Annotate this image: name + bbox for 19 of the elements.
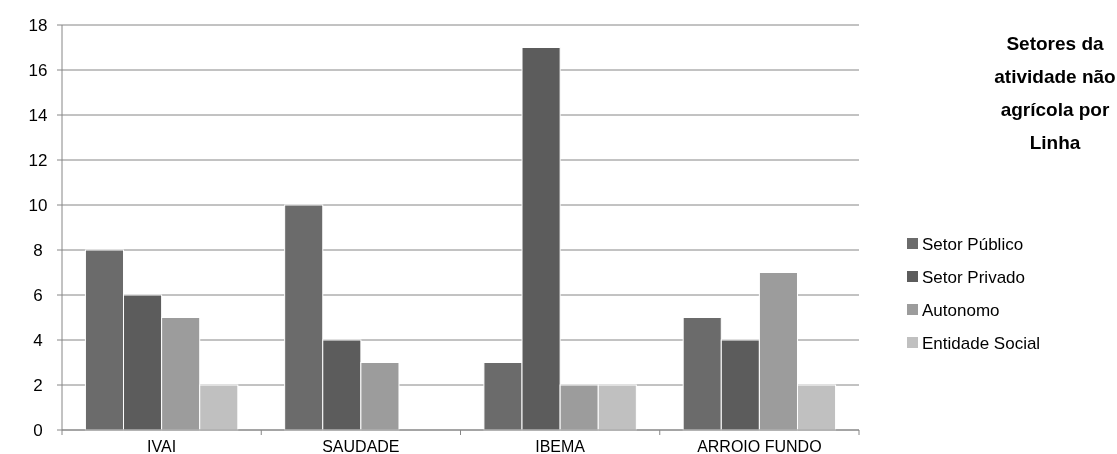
legend-label: Setor Público (922, 234, 1024, 254)
y-tick-label: 18 (28, 15, 48, 35)
legend-label: Setor Privado (922, 267, 1025, 287)
legend-label: Entidade Social (922, 333, 1041, 353)
y-tick-label: 12 (28, 150, 48, 170)
x-tick-label: SAUDADE (322, 438, 400, 454)
y-tick-label: 2 (33, 375, 43, 395)
legend-title: Setores da atividade não agrícola por Linha (994, 33, 1116, 153)
y-tick-label: 16 (28, 60, 48, 80)
y-tick-label: 8 (33, 240, 43, 260)
y-tick-label: 14 (28, 105, 48, 125)
x-tick-label: IVAI (147, 438, 177, 454)
y-tick-label: 6 (33, 285, 43, 305)
x-tick-label: ARROIO FUNDO (697, 438, 822, 454)
y-tick-label: 10 (28, 195, 48, 215)
x-tick-label: IBEMA (535, 438, 586, 454)
y-tick-label: 4 (33, 330, 43, 350)
y-tick-label: 0 (33, 420, 43, 440)
legend-label: Autonomo (922, 300, 1000, 320)
